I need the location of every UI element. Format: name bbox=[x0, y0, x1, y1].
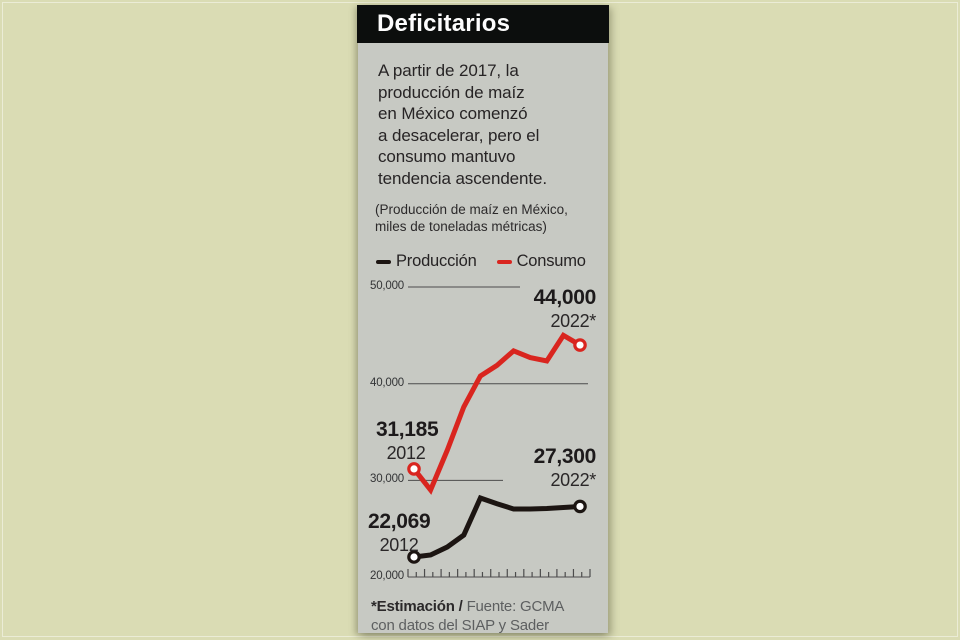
y-axis-label: 50,000 bbox=[370, 280, 404, 293]
callout-value: 27,300 bbox=[533, 445, 597, 468]
consumo-line-swatch-icon bbox=[496, 259, 512, 264]
y-axis-label: 20,000 bbox=[370, 570, 404, 582]
callout-value: 44,000 bbox=[533, 286, 597, 309]
legend-label-consumo: Consumo bbox=[516, 252, 586, 270]
legend-item-consumo: Consumo bbox=[496, 252, 586, 271]
series-line-producción bbox=[413, 494, 581, 560]
callout-produccion-2012: 22,069 2012 bbox=[368, 510, 431, 556]
y-axis-label: 40,000 bbox=[370, 376, 404, 389]
data-point-marker bbox=[573, 338, 587, 352]
callout-year: 2022* bbox=[550, 311, 596, 331]
callout-produccion-2022: 27,300 2022* bbox=[533, 445, 597, 491]
chart-subtitle: (Producción de maíz en México, miles de … bbox=[375, 202, 568, 234]
infographic-panel: Deficitarios A partir de 2017, la produc… bbox=[357, 5, 609, 635]
callout-year: 2022* bbox=[550, 470, 596, 490]
callout-consumo-2012: 31,185 2012 bbox=[376, 418, 439, 464]
estimation-note: *Estimación / bbox=[371, 598, 463, 615]
legend-item-produccion: Producción bbox=[376, 252, 477, 271]
legend-label-produccion: Producción bbox=[396, 252, 477, 270]
callout-value: 22,069 bbox=[368, 510, 431, 533]
produccion-line-swatch-icon bbox=[376, 259, 391, 264]
y-axis-label: 30,000 bbox=[370, 473, 404, 486]
header-bar: Deficitarios bbox=[357, 5, 609, 43]
data-point-marker bbox=[573, 499, 587, 514]
callout-value: 31,185 bbox=[376, 418, 439, 441]
chart-legend: Producción Consumo bbox=[376, 252, 586, 271]
callout-year: 2012 bbox=[379, 535, 419, 555]
source-text: Fuente: GCMA bbox=[462, 598, 565, 615]
intro-text: A partir de 2017, la producción de maíz … bbox=[378, 61, 547, 188]
source-note: *Estimación / Fuente: GCMA con datos del… bbox=[371, 597, 601, 635]
callout-consumo-2022: 44,000 2022* bbox=[533, 286, 597, 332]
page-title: Deficitarios bbox=[377, 10, 511, 37]
callout-year: 2012 bbox=[386, 443, 426, 463]
source-text-line2: con datos del SIAP y Sader bbox=[371, 617, 549, 634]
data-point-marker bbox=[407, 462, 421, 476]
